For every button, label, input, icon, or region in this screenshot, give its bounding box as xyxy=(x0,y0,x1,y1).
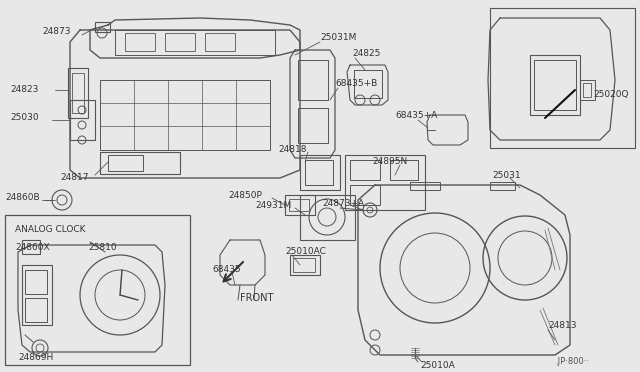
Bar xyxy=(100,80,270,150)
Text: 24873+A: 24873+A xyxy=(322,199,364,208)
Bar xyxy=(289,199,309,211)
Text: 25031M: 25031M xyxy=(320,33,356,42)
Text: 68435: 68435 xyxy=(212,266,241,275)
Text: 24813: 24813 xyxy=(548,321,577,330)
Bar xyxy=(205,33,235,51)
Bar xyxy=(410,182,440,190)
Text: 24860B: 24860B xyxy=(5,193,40,202)
Bar xyxy=(25,270,47,294)
Text: 24931M: 24931M xyxy=(255,201,291,209)
Text: 25810: 25810 xyxy=(88,244,116,253)
Text: 25010AC: 25010AC xyxy=(285,247,326,257)
Bar xyxy=(290,255,320,275)
Text: 24817: 24817 xyxy=(60,173,88,183)
Bar xyxy=(490,182,515,190)
Bar xyxy=(530,55,580,115)
Bar xyxy=(345,155,425,210)
Bar xyxy=(70,100,95,140)
Bar xyxy=(354,70,382,98)
Text: 24850P: 24850P xyxy=(228,192,262,201)
Bar xyxy=(298,108,328,143)
Text: ANALOG CLOCK: ANALOG CLOCK xyxy=(15,225,86,234)
Bar xyxy=(22,265,52,325)
Text: 24823: 24823 xyxy=(10,86,38,94)
Bar xyxy=(285,195,315,215)
Bar xyxy=(100,152,180,174)
Bar xyxy=(350,160,380,180)
Bar xyxy=(580,80,595,100)
Text: 25020Q: 25020Q xyxy=(593,90,628,99)
Bar xyxy=(5,215,190,365)
Text: 24869H: 24869H xyxy=(18,353,53,362)
Bar xyxy=(22,240,40,254)
Bar xyxy=(165,33,195,51)
Bar xyxy=(95,22,110,32)
Text: 24860X: 24860X xyxy=(15,244,50,253)
Bar xyxy=(108,155,143,171)
Text: 24825: 24825 xyxy=(352,48,380,58)
Text: 25030: 25030 xyxy=(10,113,38,122)
Text: FRONT: FRONT xyxy=(240,293,273,303)
Text: 24818: 24818 xyxy=(278,145,307,154)
Bar xyxy=(350,185,380,205)
Text: 25010A: 25010A xyxy=(420,360,455,369)
Bar xyxy=(300,155,340,190)
Bar xyxy=(300,195,355,240)
Text: 24895N: 24895N xyxy=(372,157,407,167)
Text: 68435+A: 68435+A xyxy=(395,112,437,121)
Bar xyxy=(125,33,155,51)
Bar xyxy=(298,60,328,100)
Bar xyxy=(305,160,333,185)
Bar xyxy=(390,160,418,180)
Bar xyxy=(534,60,576,110)
Bar xyxy=(68,68,88,118)
Bar xyxy=(293,258,315,272)
Text: .JP·800··: .JP·800·· xyxy=(555,357,589,366)
Bar xyxy=(72,73,84,113)
Bar xyxy=(490,8,635,148)
Bar xyxy=(25,298,47,322)
Text: 24873: 24873 xyxy=(42,28,70,36)
Bar xyxy=(115,30,275,55)
Text: 25031: 25031 xyxy=(492,170,520,180)
Bar xyxy=(583,83,591,97)
Text: 68435+B: 68435+B xyxy=(335,78,377,87)
